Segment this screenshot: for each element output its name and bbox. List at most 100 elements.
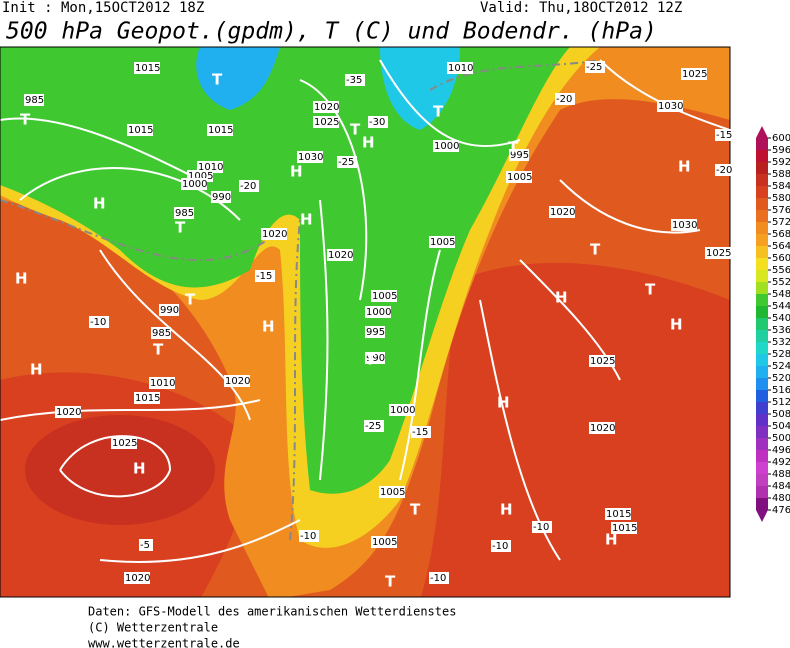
pressure-center: T — [410, 501, 421, 519]
pressure-center: H — [678, 158, 691, 176]
colorbar-band — [756, 270, 768, 282]
label-bg — [313, 116, 339, 128]
colorbar-band — [756, 342, 768, 354]
label-bg — [447, 62, 473, 74]
label-bg — [589, 355, 615, 367]
colorbar-band — [756, 258, 768, 270]
pressure-center: T — [590, 241, 601, 259]
colorbar-label: 596 — [772, 145, 790, 156]
contour-label: 1025 — [706, 248, 731, 259]
label-bg — [337, 156, 357, 168]
init-time: Init : Mon,15OCT2012 18Z — [2, 0, 204, 16]
label-bg — [365, 306, 391, 318]
pressure-center: H — [605, 531, 618, 549]
footer-line: Daten: GFS-Modell des amerikanischen Wet… — [88, 605, 456, 619]
colorbar-band — [756, 234, 768, 246]
contour-label: -30 — [369, 117, 385, 128]
label-bg — [506, 171, 532, 183]
label-bg — [365, 352, 385, 364]
label-bg — [368, 116, 388, 128]
colorbar-band — [756, 498, 768, 510]
contour-label: 1020 — [225, 376, 250, 387]
colorbar-arrow — [756, 126, 768, 138]
colorbar-label: 588 — [772, 169, 790, 180]
pressure-center: H — [15, 270, 28, 288]
colorbar-band — [756, 222, 768, 234]
pressure-center: H — [500, 501, 513, 519]
contour-label: 1005 — [430, 237, 455, 248]
colorbar-band — [756, 174, 768, 186]
label-bg — [371, 536, 397, 548]
label-bg — [24, 94, 44, 106]
contour-label: 1005 — [372, 291, 397, 302]
colorbar-label: 552 — [772, 277, 790, 288]
colorbar-band — [756, 138, 768, 150]
contour-label: 990 — [160, 305, 179, 316]
map-title: 500 hPa Geopot.(gpdm), T (C) und Bodendr… — [6, 19, 657, 45]
contour-label: 995 — [510, 150, 529, 161]
colorbar-label: 488 — [772, 469, 790, 480]
colorbar-band — [756, 462, 768, 474]
label-bg — [364, 420, 384, 432]
colorbar-band — [756, 438, 768, 450]
colorbar-label: 584 — [772, 181, 790, 192]
contour-label: 995 — [366, 327, 385, 338]
contour-label: 1020 — [125, 573, 150, 584]
label-bg — [299, 530, 319, 542]
colorbar-label: 540 — [772, 313, 790, 324]
contour-label: -5 — [140, 540, 150, 551]
pressure-center: H — [362, 134, 375, 152]
label-bg — [715, 129, 735, 141]
label-bg — [139, 539, 153, 551]
colorbar-label: 504 — [772, 421, 790, 432]
colorbar-label: 556 — [772, 265, 790, 276]
contour-label: 1015 — [606, 509, 631, 520]
contour-label: 1020 — [550, 207, 575, 218]
contour-label: 1015 — [128, 125, 153, 136]
label-bg — [379, 486, 405, 498]
label-bg — [371, 290, 397, 302]
pressure-center: T — [385, 573, 396, 591]
label-bg — [605, 508, 631, 520]
colorbar-label: 480 — [772, 493, 790, 504]
colorbar-band — [756, 306, 768, 318]
colorbar-arrow — [756, 510, 768, 522]
contour-label: -20 — [240, 181, 256, 192]
label-bg — [411, 426, 431, 438]
colorbar-band — [756, 246, 768, 258]
contour-label: 1005 — [507, 172, 532, 183]
colorbar-label: 528 — [772, 349, 790, 360]
label-bg — [255, 270, 275, 282]
colorbar-band — [756, 378, 768, 390]
footer-line: (C) Wetterzentrale — [88, 621, 218, 635]
pressure-center: T — [508, 139, 519, 157]
contour-label: 1005 — [380, 487, 405, 498]
label-bg — [111, 437, 137, 449]
label-bg — [174, 207, 194, 219]
label-bg — [433, 140, 459, 152]
pressure-center: H — [300, 211, 313, 229]
pressure-center: T — [350, 121, 361, 139]
pressure-center: T — [153, 341, 164, 359]
contour-label: 1005 — [188, 171, 213, 182]
label-bg — [159, 304, 179, 316]
pressure-center: T — [185, 291, 196, 309]
colorbar-band — [756, 294, 768, 306]
colorbar-label: 564 — [772, 241, 790, 252]
valid-time: Valid: Thu,18OCT2012 12Z — [480, 0, 682, 16]
label-bg — [589, 422, 615, 434]
colorbar-band — [756, 330, 768, 342]
label-bg — [681, 68, 707, 80]
contour-label: -15 — [256, 271, 272, 282]
contour-label: -15 — [716, 130, 732, 141]
colorbar-label: 580 — [772, 193, 790, 204]
contour-label: -25 — [586, 62, 602, 73]
contour-label: 1020 — [314, 102, 339, 113]
contour-label: -10 — [300, 531, 316, 542]
colorbar-band — [756, 282, 768, 294]
colorbar-band — [756, 318, 768, 330]
label-bg — [429, 572, 449, 584]
colorbar-band — [756, 402, 768, 414]
pressure-center: T — [20, 111, 31, 129]
label-bg — [657, 100, 683, 112]
